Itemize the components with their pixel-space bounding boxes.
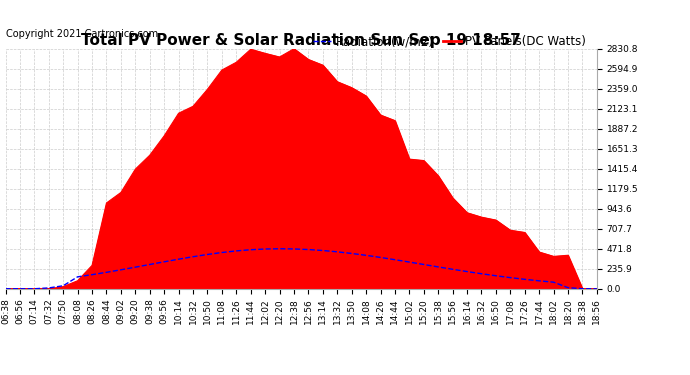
Title: Total PV Power & Solar Radiation Sun Sep 19 18:57: Total PV Power & Solar Radiation Sun Sep…: [81, 33, 521, 48]
Text: Copyright 2021 Cartronics.com: Copyright 2021 Cartronics.com: [6, 29, 157, 39]
Legend: Radiation(w/m2), PV Panels(DC Watts): Radiation(w/m2), PV Panels(DC Watts): [308, 31, 591, 53]
